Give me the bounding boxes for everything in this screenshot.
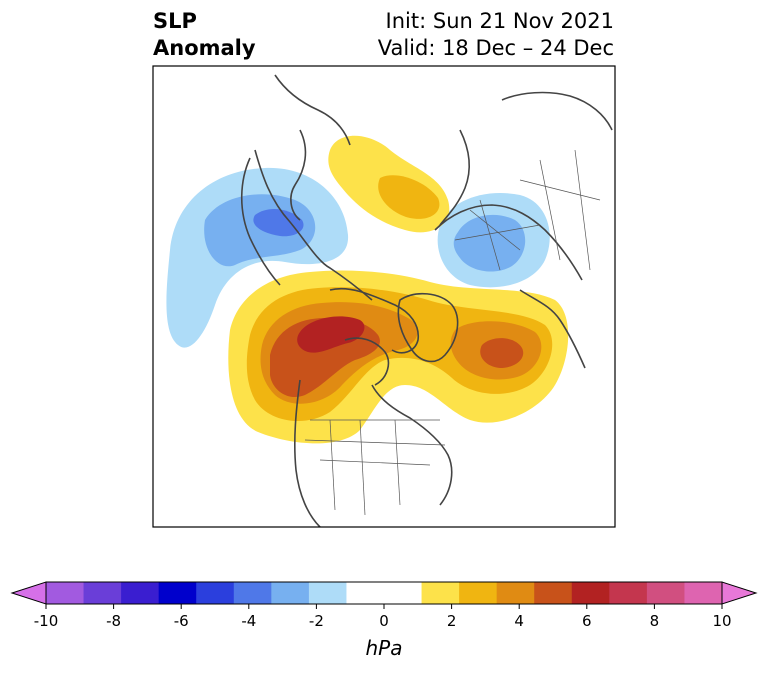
colorbar-swatch [46, 582, 85, 604]
colorbar-swatch [346, 582, 385, 604]
colorbar-swatch [421, 582, 460, 604]
colorbar-swatches [10, 581, 758, 609]
colorbar-swatch [609, 582, 648, 604]
colorbar-swatch [534, 582, 573, 604]
title-left: SLP Anomaly [153, 8, 256, 62]
colorbar-swatch [571, 582, 610, 604]
colorbar-swatch [384, 582, 423, 604]
title-type: Anomaly [153, 36, 256, 60]
colorbar-swatch [233, 582, 272, 604]
negative-anomaly-siberia [437, 193, 550, 288]
colorbar-tick-label: -4 [241, 612, 257, 630]
colorbar-unit: hPa [365, 636, 403, 660]
colorbar-swatch [308, 582, 347, 604]
colorbar-tick-label: 4 [514, 612, 524, 630]
negative-anomaly-pacific [166, 167, 349, 348]
init-date: Init: Sun 21 Nov 2021 [385, 9, 614, 33]
title-right: Init: Sun 21 Nov 2021 Valid: 18 Dec – 24… [378, 8, 614, 62]
positive-anomaly-canada-atlantic [228, 270, 569, 444]
colorbar-tick-label: -10 [33, 612, 59, 630]
colorbar-tick-label: -8 [106, 612, 122, 630]
colorbar-swatch [158, 582, 197, 604]
valid-range: Valid: 18 Dec – 24 Dec [377, 36, 614, 60]
colorbar-tick-label: 10 [712, 612, 732, 630]
colorbar-tick-label: -6 [173, 612, 189, 630]
colorbar-swatch [196, 582, 235, 604]
colorbar-tick-label: 2 [446, 612, 457, 630]
colorbar-swatch [271, 582, 310, 604]
colorbar-tick-label: -2 [308, 612, 324, 630]
colorbar-swatch [121, 582, 160, 604]
positive-anomaly-arctic [328, 135, 450, 233]
colorbar-tick-label: 8 [649, 612, 660, 630]
title-variable: SLP [153, 9, 197, 33]
colorbar-tick-label: 0 [379, 612, 389, 630]
colorbar-swatch [684, 582, 723, 604]
colorbar-extend-min [10, 581, 47, 605]
map-content [153, 66, 615, 527]
country-borders [304, 149, 601, 516]
colorbar-extend-max [721, 581, 758, 605]
coastlines [240, 74, 613, 527]
colorbar-swatch [459, 582, 498, 604]
colorbar-tick-label: 6 [582, 612, 592, 630]
colorbar-swatch [646, 582, 685, 604]
colorbar-swatch [496, 582, 535, 604]
map-frame [152, 65, 616, 528]
colorbar-swatch [83, 582, 122, 604]
